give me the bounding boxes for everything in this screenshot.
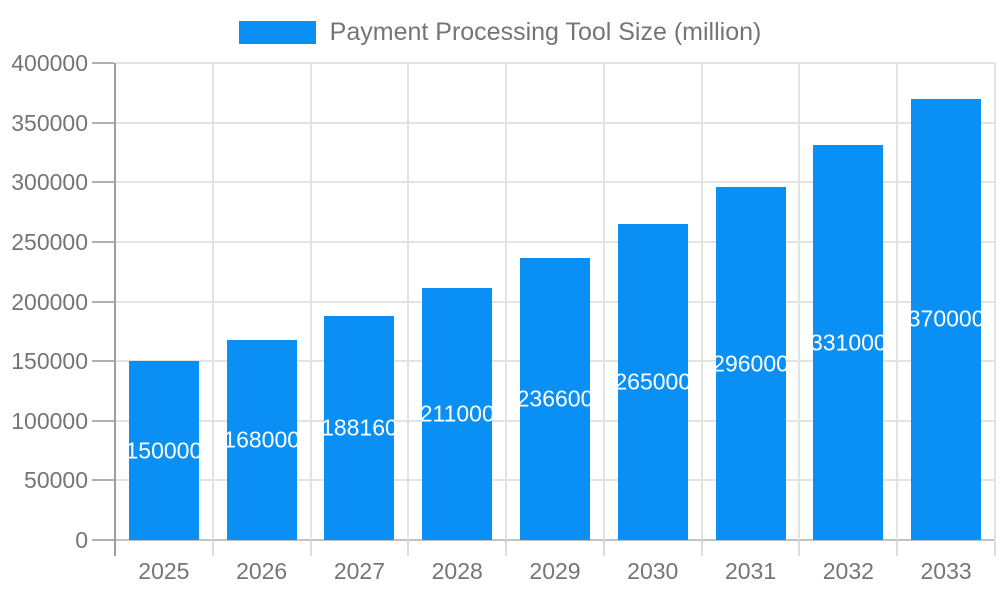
x-axis-label-2027: 2027 xyxy=(333,558,386,584)
x-axis-label-2026: 2026 xyxy=(236,558,288,584)
y-axis-label: 0 xyxy=(75,527,88,553)
bar-2033[interactable]: 370000 xyxy=(911,98,982,540)
x-axis-label-2033: 2033 xyxy=(920,558,972,584)
x-gridline xyxy=(309,63,312,540)
y-axis-tick xyxy=(92,181,114,184)
bar-value-label: 168000 xyxy=(226,426,297,453)
y-axis-tick xyxy=(92,240,114,243)
bar-2032[interactable]: 331000 xyxy=(813,145,884,540)
x-axis-tick xyxy=(994,541,996,556)
y-axis-label: 50000 xyxy=(24,467,88,494)
y-axis-label: 200000 xyxy=(11,288,88,315)
bar-2029[interactable]: 236600 xyxy=(520,257,590,540)
bar-value-label: 150000 xyxy=(128,437,199,464)
bar-2028[interactable]: 211000 xyxy=(422,288,493,540)
legend-swatch-icon xyxy=(238,20,316,44)
y-axis-tick xyxy=(92,300,114,303)
legend: Payment Processing Tool Size (million) xyxy=(0,14,1000,50)
x-axis-tick xyxy=(309,541,312,556)
bar-2031[interactable]: 296000 xyxy=(715,187,786,540)
x-gridline xyxy=(505,63,508,540)
bar-2030[interactable]: 265000 xyxy=(617,223,688,540)
y-axis-tick xyxy=(92,479,114,482)
bar-2025[interactable]: 150000 xyxy=(128,361,199,540)
y-axis-tick xyxy=(92,62,114,64)
x-axis-tick xyxy=(896,541,899,556)
y-axis-label: 100000 xyxy=(11,407,88,434)
bar-value-label: 265000 xyxy=(617,368,688,395)
y-axis-label: 300000 xyxy=(11,169,88,196)
bar-2027[interactable]: 188160 xyxy=(324,315,395,540)
legend-item[interactable]: Payment Processing Tool Size (million) xyxy=(238,17,762,47)
y-gridline xyxy=(115,539,995,541)
y-gridline xyxy=(115,62,995,64)
x-gridline xyxy=(798,63,801,540)
y-axis-label: 350000 xyxy=(11,109,88,136)
bar-value-label: 236600 xyxy=(520,385,590,412)
x-axis-label-2029: 2029 xyxy=(529,558,581,584)
bar-value-label: 331000 xyxy=(813,329,884,356)
x-axis-tick xyxy=(211,541,214,556)
x-axis-label-2025: 2025 xyxy=(138,558,190,584)
y-gridline xyxy=(115,240,995,243)
x-gridline xyxy=(896,63,899,540)
bar-value-label: 211000 xyxy=(422,400,493,427)
x-gridline xyxy=(994,63,996,540)
bar-2026[interactable]: 168000 xyxy=(226,339,297,540)
x-axis-tick xyxy=(798,541,801,556)
bar-value-label: 296000 xyxy=(715,350,786,376)
x-gridline xyxy=(407,63,410,540)
y-axis-tick xyxy=(92,121,114,124)
x-axis-tick xyxy=(505,541,508,556)
legend-label: Payment Processing Tool Size (million) xyxy=(329,17,762,46)
y-axis-label: 150000 xyxy=(11,348,88,375)
y-axis-label: 250000 xyxy=(11,228,88,255)
x-axis-label-2030: 2030 xyxy=(627,558,679,584)
bar-value-label: 188160 xyxy=(324,414,395,441)
y-axis-tick xyxy=(92,360,114,363)
x-axis-label-2028: 2028 xyxy=(431,558,483,584)
y-axis-line xyxy=(114,63,116,556)
y-axis-tick xyxy=(92,539,114,541)
bar-value-label: 370000 xyxy=(911,305,982,332)
y-axis-tick xyxy=(92,419,114,422)
y-gridline xyxy=(115,121,995,124)
x-axis-tick xyxy=(407,541,410,556)
y-gridline xyxy=(115,181,995,184)
x-axis-tick xyxy=(602,541,605,556)
y-axis-label: 400000 xyxy=(11,50,88,76)
x-gridline xyxy=(602,63,605,540)
x-gridline xyxy=(700,63,703,540)
x-gridline xyxy=(211,63,214,540)
x-axis-label-2031: 2031 xyxy=(724,558,777,584)
x-axis-label-2032: 2032 xyxy=(822,558,874,584)
x-axis-tick xyxy=(700,541,703,556)
